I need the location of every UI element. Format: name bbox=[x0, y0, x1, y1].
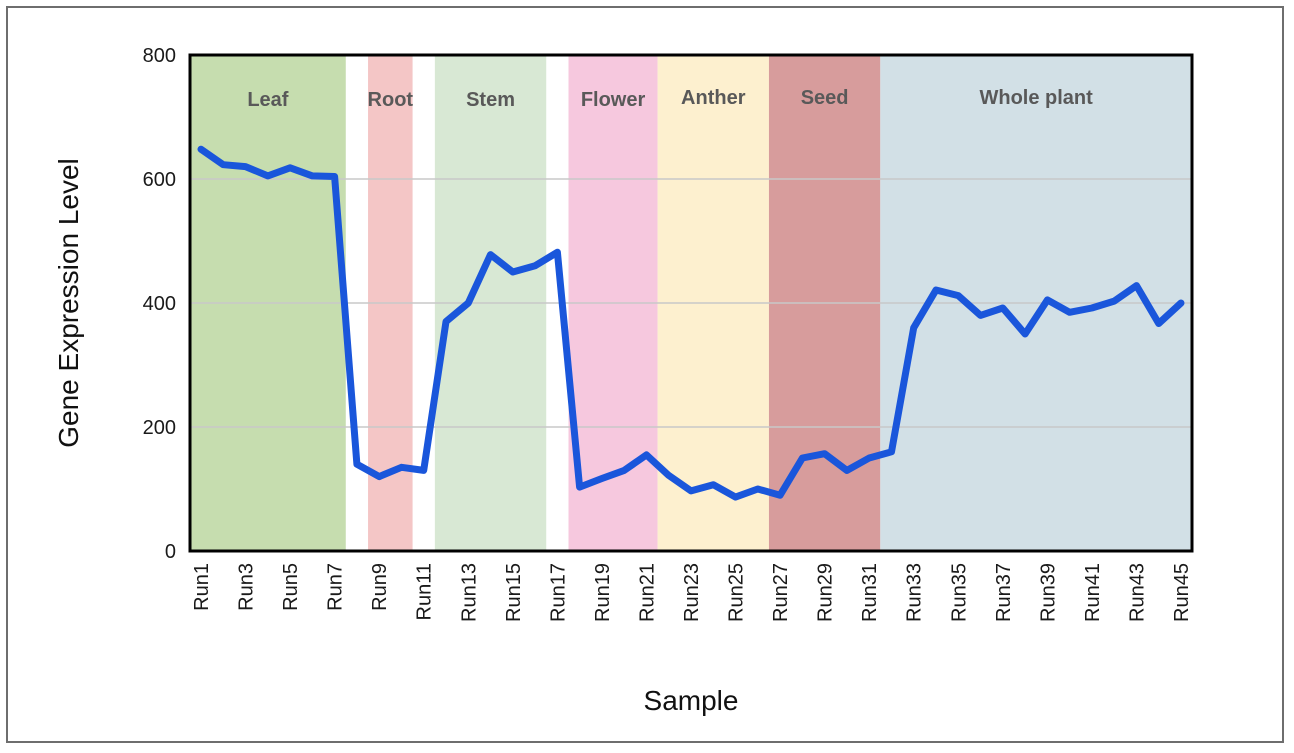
region-label: Flower bbox=[581, 89, 646, 111]
y-tick-label: 400 bbox=[143, 293, 176, 315]
region-label: Stem bbox=[466, 89, 515, 111]
x-tick-label: Run7 bbox=[325, 563, 347, 611]
region-label: Leaf bbox=[247, 89, 288, 111]
x-tick-label: Run19 bbox=[592, 563, 614, 622]
region-label: Whole plant bbox=[979, 87, 1093, 109]
y-tick-label: 600 bbox=[143, 169, 176, 191]
x-tick-label: Run23 bbox=[681, 563, 703, 622]
y-axis-title: Gene Expression Level bbox=[53, 158, 84, 448]
x-tick-label: Run45 bbox=[1171, 563, 1193, 622]
region-label: Root bbox=[368, 89, 414, 111]
x-tick-label: Run9 bbox=[369, 563, 391, 611]
x-tick-label: Run5 bbox=[280, 563, 302, 611]
x-tick-label: Run29 bbox=[815, 563, 837, 622]
x-tick-label: Run25 bbox=[726, 563, 748, 622]
x-axis-title: Sample bbox=[644, 685, 739, 716]
y-tick-label: 0 bbox=[165, 541, 176, 563]
x-tick-label: Run33 bbox=[904, 563, 926, 622]
x-tick-label: Run15 bbox=[503, 563, 525, 622]
region-label: Anther bbox=[681, 87, 746, 109]
expression-line bbox=[197, 145, 1185, 501]
tissue-labels: Leaf Root Stem Flower Anther Seed Whole plant bbox=[247, 87, 1093, 111]
x-tick-labels: Run1 Run3 Run5 Run7 Run9 Run11 Run13 Run15 Run17… bbox=[191, 563, 1193, 622]
y-tick-label: 200 bbox=[143, 417, 176, 439]
x-tick-label: Run41 bbox=[1082, 563, 1104, 622]
x-tick-label: Run43 bbox=[1126, 563, 1148, 622]
plot-border bbox=[188, 53, 1194, 553]
x-tick-label: Run27 bbox=[770, 563, 792, 622]
y-tick-label: 800 bbox=[143, 45, 176, 67]
x-tick-label: Run3 bbox=[236, 563, 258, 611]
region-label: Seed bbox=[801, 87, 849, 109]
series bbox=[197, 145, 1185, 501]
x-tick-label: Run1 bbox=[191, 563, 213, 611]
x-tick-label: Run11 bbox=[414, 563, 436, 620]
x-tick-label: Run21 bbox=[636, 563, 658, 622]
x-tick-label: Run35 bbox=[948, 563, 970, 622]
x-tick-label: Run39 bbox=[1037, 563, 1059, 622]
x-tick-label: Run13 bbox=[458, 563, 480, 622]
x-tick-label: Run37 bbox=[993, 563, 1015, 622]
x-tick-label: Run31 bbox=[859, 563, 881, 622]
y-tick-labels: 0 200 400 600 800 bbox=[143, 45, 176, 563]
x-tick-label: Run17 bbox=[547, 563, 569, 622]
